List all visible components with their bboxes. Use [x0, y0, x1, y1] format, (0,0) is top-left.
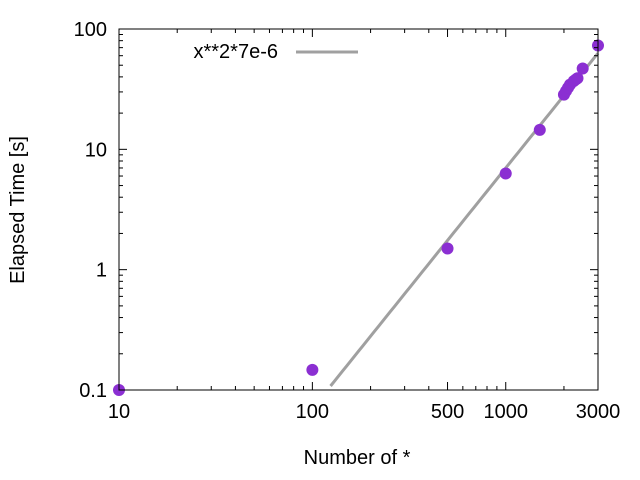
data-point — [571, 72, 584, 85]
y-tick-label: 0.1 — [79, 380, 107, 402]
y-axis-label: Elapsed Time [s] — [7, 136, 29, 284]
data-point — [533, 123, 546, 136]
y-tick-label: 100 — [74, 19, 107, 41]
x-tick-label: 3000 — [576, 401, 621, 423]
x-tick-label: 1000 — [483, 401, 528, 423]
x-tick-label: 10 — [108, 401, 130, 423]
plot-border — [118, 28, 599, 391]
x-tick-label: 100 — [296, 401, 329, 423]
fit-line — [329, 52, 600, 387]
data-point — [306, 363, 319, 376]
fit-line-layer — [329, 52, 600, 387]
data-point — [441, 242, 454, 255]
tick-layer: 10 100 500 1000 3000 0.1 1 10 100 — [74, 19, 621, 423]
legend: x**2*7e-6 — [193, 41, 358, 63]
y-tick-label: 10 — [85, 139, 107, 161]
x-axis-label: Number of * — [304, 447, 411, 469]
legend-label: x**2*7e-6 — [193, 41, 278, 63]
data-point-layer — [113, 39, 604, 396]
data-point — [499, 167, 512, 180]
data-point — [576, 62, 589, 75]
y-tick-label: 1 — [96, 260, 107, 282]
x-tick-label: 500 — [431, 401, 464, 423]
